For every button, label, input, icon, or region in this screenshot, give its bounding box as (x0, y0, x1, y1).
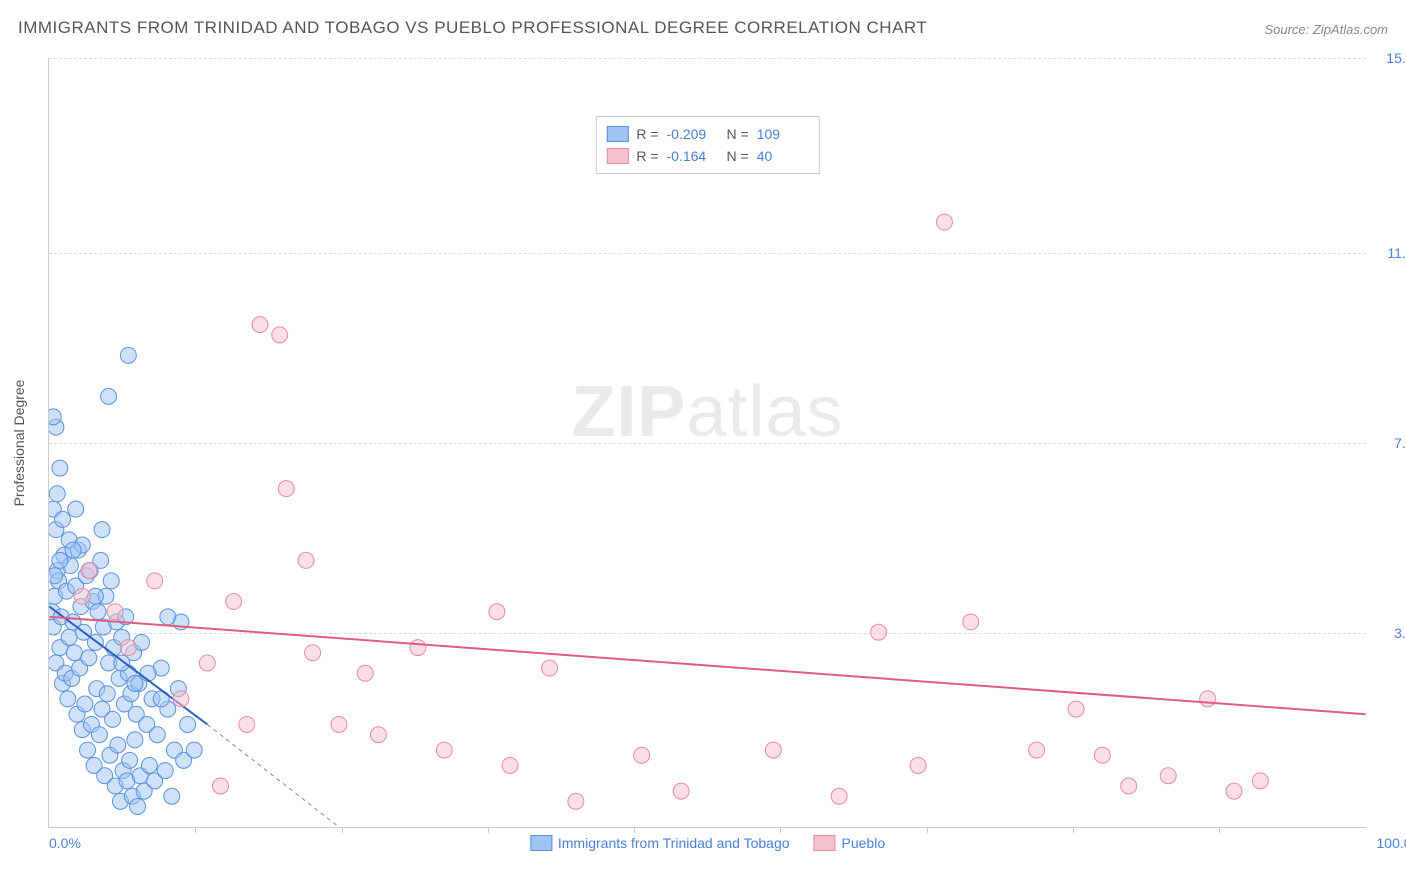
y-axis-label: Professional Degree (11, 379, 27, 506)
x-minor-tick (927, 827, 928, 833)
legend-bottom-swatch-trinidad (530, 835, 552, 851)
series-legend: Immigrants from Trinidad and Tobago Pueb… (530, 835, 885, 851)
x-minor-tick (1073, 827, 1074, 833)
correlation-legend: R = -0.209 N = 109 R = -0.164 N = 40 (595, 116, 819, 174)
y-tick-label: 15.0% (1376, 50, 1406, 66)
x-minor-tick (1219, 827, 1220, 833)
x-minor-tick (488, 827, 489, 833)
r-label: R = (636, 123, 658, 145)
chart-plot-area: Professional Degree ZIPatlas R = -0.209 … (48, 58, 1366, 828)
x-minor-tick (195, 827, 196, 833)
y-tick-label: 3.8% (1376, 625, 1406, 641)
x-minor-tick (342, 827, 343, 833)
legend-label-pueblo: Pueblo (842, 835, 886, 851)
n-value-trinidad: 109 (757, 123, 809, 145)
n-label: N = (727, 123, 749, 145)
legend-row-pueblo: R = -0.164 N = 40 (606, 145, 808, 167)
legend-item-pueblo: Pueblo (814, 835, 886, 851)
legend-item-trinidad: Immigrants from Trinidad and Tobago (530, 835, 790, 851)
x-minor-tick (780, 827, 781, 833)
legend-row-trinidad: R = -0.209 N = 109 (606, 123, 808, 145)
r-value-trinidad: -0.209 (667, 123, 719, 145)
source-attribution: Source: ZipAtlas.com (1264, 22, 1388, 37)
x-minor-tick (634, 827, 635, 833)
y-tick-label: 7.5% (1376, 435, 1406, 451)
legend-swatch-trinidad (606, 126, 628, 142)
x-axis-max-label: 100.0% (1377, 835, 1406, 851)
r-label: R = (636, 145, 658, 167)
n-label: N = (727, 145, 749, 167)
legend-label-trinidad: Immigrants from Trinidad and Tobago (558, 835, 790, 851)
x-axis-min-label: 0.0% (49, 835, 81, 851)
chart-title: IMMIGRANTS FROM TRINIDAD AND TOBAGO VS P… (18, 18, 927, 38)
r-value-pueblo: -0.164 (667, 145, 719, 167)
legend-swatch-pueblo (606, 148, 628, 164)
y-tick-label: 11.2% (1376, 245, 1406, 261)
n-value-pueblo: 40 (757, 145, 809, 167)
legend-bottom-swatch-pueblo (814, 835, 836, 851)
